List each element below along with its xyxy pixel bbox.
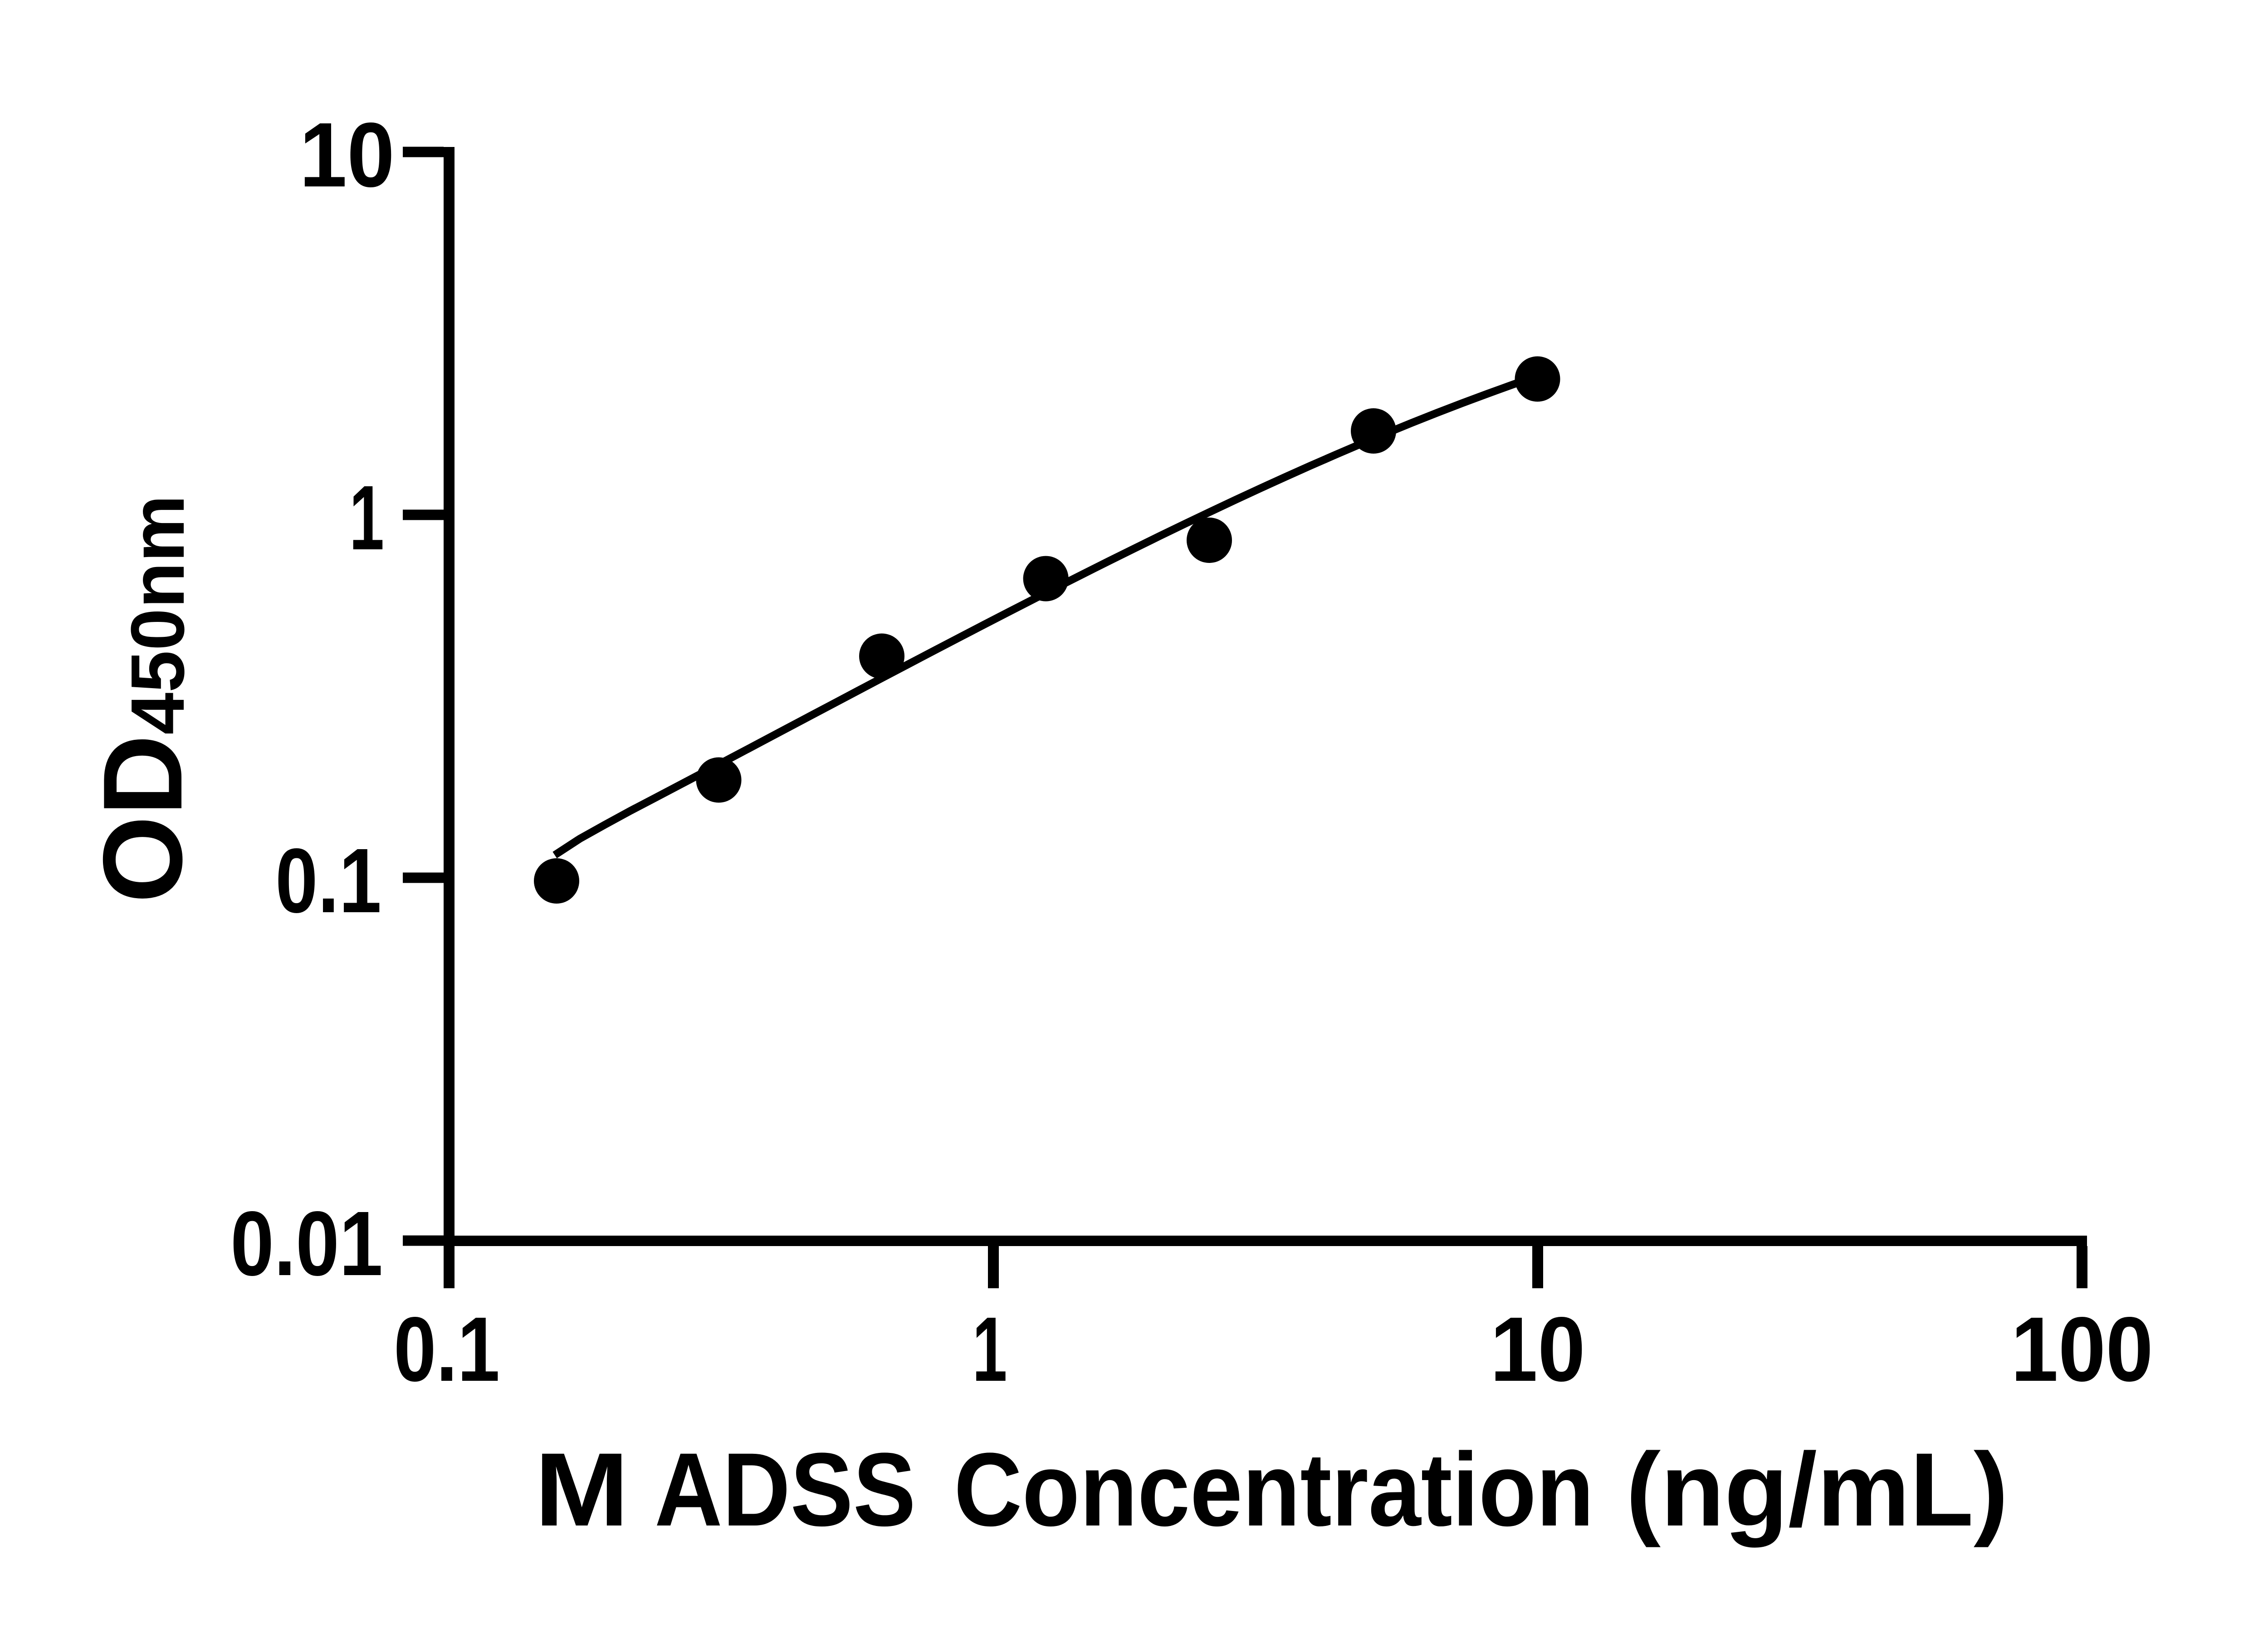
svg-text:(ng/mL): (ng/mL) [1626,1431,2009,1548]
svg-text:10: 10 [299,103,395,206]
svg-text:0.1: 0.1 [275,829,381,932]
svg-text:0.01: 0.01 [230,1192,383,1295]
svg-text:100: 100 [2011,1298,2153,1400]
svg-text:ADSS: ADSS [655,1431,916,1548]
svg-text:M: M [535,1431,629,1548]
svg-text:Concentration: Concentration [954,1431,1594,1548]
svg-text:0.1: 0.1 [394,1298,500,1400]
svg-text:OD450nm: OD450nm [79,495,205,903]
svg-text:1: 1 [349,466,384,569]
svg-text:1: 1 [973,1298,1007,1400]
svg-text:10: 10 [1490,1298,1585,1400]
